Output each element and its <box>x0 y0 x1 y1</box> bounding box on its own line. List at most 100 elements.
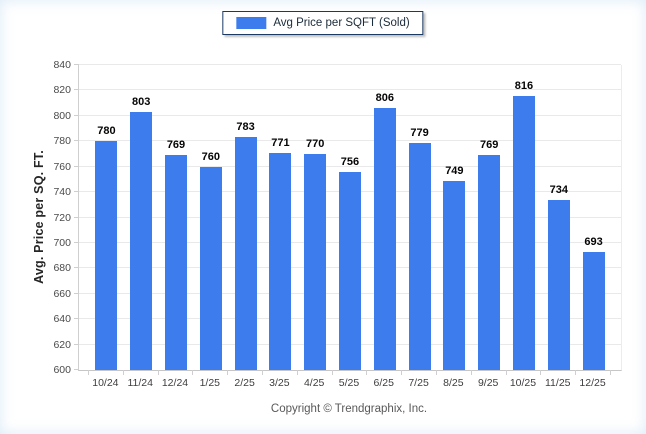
bar <box>443 180 466 370</box>
x-tick-mark <box>122 370 124 375</box>
bar-slot: 803 <box>124 65 159 370</box>
y-tick-label: 820 <box>53 84 71 97</box>
bar <box>130 112 153 370</box>
x-tick-mark <box>227 370 229 375</box>
y-tick-label: 640 <box>53 313 71 326</box>
legend: Avg Price per SQFT (Sold) <box>222 11 424 35</box>
gridline <box>79 89 621 91</box>
y-tick-label: 660 <box>53 287 71 300</box>
x-tick-mark <box>401 370 403 375</box>
x-tick-mark <box>505 370 507 375</box>
x-tick-label: 12/24 <box>161 377 189 389</box>
bar-value-label: 749 <box>445 164 464 177</box>
x-tick-mark <box>366 370 368 375</box>
bar <box>373 108 396 370</box>
bar <box>408 142 431 370</box>
legend-label: Avg Price per SQFT (Sold) <box>273 17 410 29</box>
bar <box>512 95 535 370</box>
bar-slot: 760 <box>193 65 228 370</box>
bar-slot: 771 <box>263 65 298 370</box>
plot-area: 600 620 640 660 680 700 720 740 760 780 800 820 840 … <box>53 59 622 376</box>
x-tick-label: 1/25 <box>199 377 220 389</box>
x-tick-label: 4/25 <box>303 377 325 389</box>
x-tick-label: 8/25 <box>443 377 464 389</box>
copyright-text: Copyright © Trendgraphix, Inc. <box>270 403 428 415</box>
bar-value-label: 803 <box>132 96 151 109</box>
bar-value-label: 734 <box>549 183 568 196</box>
bar-slot: 734 <box>541 65 576 370</box>
y-tick-label: 720 <box>53 211 71 224</box>
bar-value-label: 693 <box>584 235 603 248</box>
bar-slot: 783 <box>228 65 263 370</box>
bar <box>304 153 327 370</box>
x-tick-label: 3/25 <box>269 377 290 389</box>
y-tick-mark <box>74 89 79 91</box>
bar <box>269 152 292 370</box>
bar <box>164 155 187 370</box>
x-tick-label: 11/25 <box>545 377 571 389</box>
y-tick-label: 840 <box>53 59 71 71</box>
y-tick-mark <box>74 64 79 65</box>
y-tick-label: 760 <box>53 160 71 173</box>
bar <box>199 166 222 370</box>
x-tick-label: 11/24 <box>127 377 153 389</box>
y-tick-mark <box>74 318 79 320</box>
legend-swatch <box>236 17 267 29</box>
x-tick-label: 10/24 <box>92 377 119 389</box>
y-tick-label: 680 <box>53 262 71 275</box>
x-tick-label: 6/25 <box>373 377 394 389</box>
bar-value-label: 783 <box>236 121 255 134</box>
y-tick-mark <box>74 216 79 218</box>
bar-value-label: 771 <box>271 136 290 149</box>
y-tick-label: 800 <box>53 109 71 122</box>
bar-value-label: 806 <box>375 92 394 105</box>
bar-value-label: 760 <box>201 150 220 163</box>
x-tick-mark <box>262 370 263 375</box>
bar <box>234 137 257 370</box>
bar <box>338 171 361 370</box>
bar-slot: 756 <box>333 65 368 370</box>
y-tick-mark <box>74 241 79 243</box>
y-tick-label: 780 <box>53 135 71 148</box>
x-tick-mark <box>575 370 577 375</box>
bar-slot: 769 <box>472 65 507 370</box>
y-tick-mark <box>74 191 79 193</box>
bar <box>547 199 570 370</box>
y-tick-mark <box>74 267 79 269</box>
y-tick-mark <box>74 114 79 116</box>
x-axis-labels: 10/24 11/24 12/24 1/25 2/25 3/25 4/25 5/25 6/25 7… <box>78 377 620 389</box>
x-tick-mark <box>470 370 472 375</box>
bars-row: 780 803 769 760 783 771 770 756 806 779 749 769 816 7… <box>79 65 621 370</box>
bar-slot: 769 <box>159 65 194 370</box>
y-tick-label: 740 <box>53 186 71 199</box>
bar-slot: 779 <box>402 65 437 370</box>
bar-value-label: 779 <box>410 126 429 139</box>
bar <box>478 155 501 370</box>
bar-slot: 780 <box>89 65 124 370</box>
bar-value-label: 816 <box>514 79 534 92</box>
bar-value-label: 770 <box>306 137 325 150</box>
y-tick-mark <box>74 369 79 370</box>
x-tick-label: 9/25 <box>477 377 499 389</box>
x-tick-label: 10/25 <box>509 377 537 389</box>
x-tick-mark <box>296 370 298 375</box>
bar <box>582 251 605 370</box>
x-tick-label: 12/25 <box>579 377 606 389</box>
y-tick-mark <box>74 292 79 294</box>
gridline <box>79 165 621 167</box>
x-tick-mark <box>157 370 159 375</box>
bar-slot: 693 <box>576 65 611 370</box>
x-tick-label: 2/25 <box>234 377 255 389</box>
y-tick-label: 700 <box>53 236 71 249</box>
y-tick-label: 600 <box>53 364 71 376</box>
gridline <box>79 64 621 65</box>
y-tick-mark <box>74 343 79 345</box>
bar-slot: 816 <box>507 65 542 370</box>
gridline <box>79 114 621 116</box>
x-tick-mark <box>436 370 437 375</box>
gridline <box>79 140 621 142</box>
y-tick-label: 620 <box>53 338 71 351</box>
x-tick-label: 7/25 <box>408 377 429 389</box>
x-tick-mark <box>88 370 89 375</box>
